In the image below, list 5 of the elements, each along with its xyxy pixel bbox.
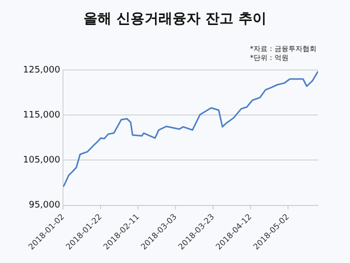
y-tick-label: 105,000 (23, 156, 60, 166)
chart-title: 올해 신용거래융자 잔고 추이 (82, 10, 268, 28)
y-tick-label: 95,000 (28, 200, 60, 211)
y-tick-label: 115,000 (23, 110, 60, 120)
y-tick-label: 125,000 (23, 65, 60, 76)
